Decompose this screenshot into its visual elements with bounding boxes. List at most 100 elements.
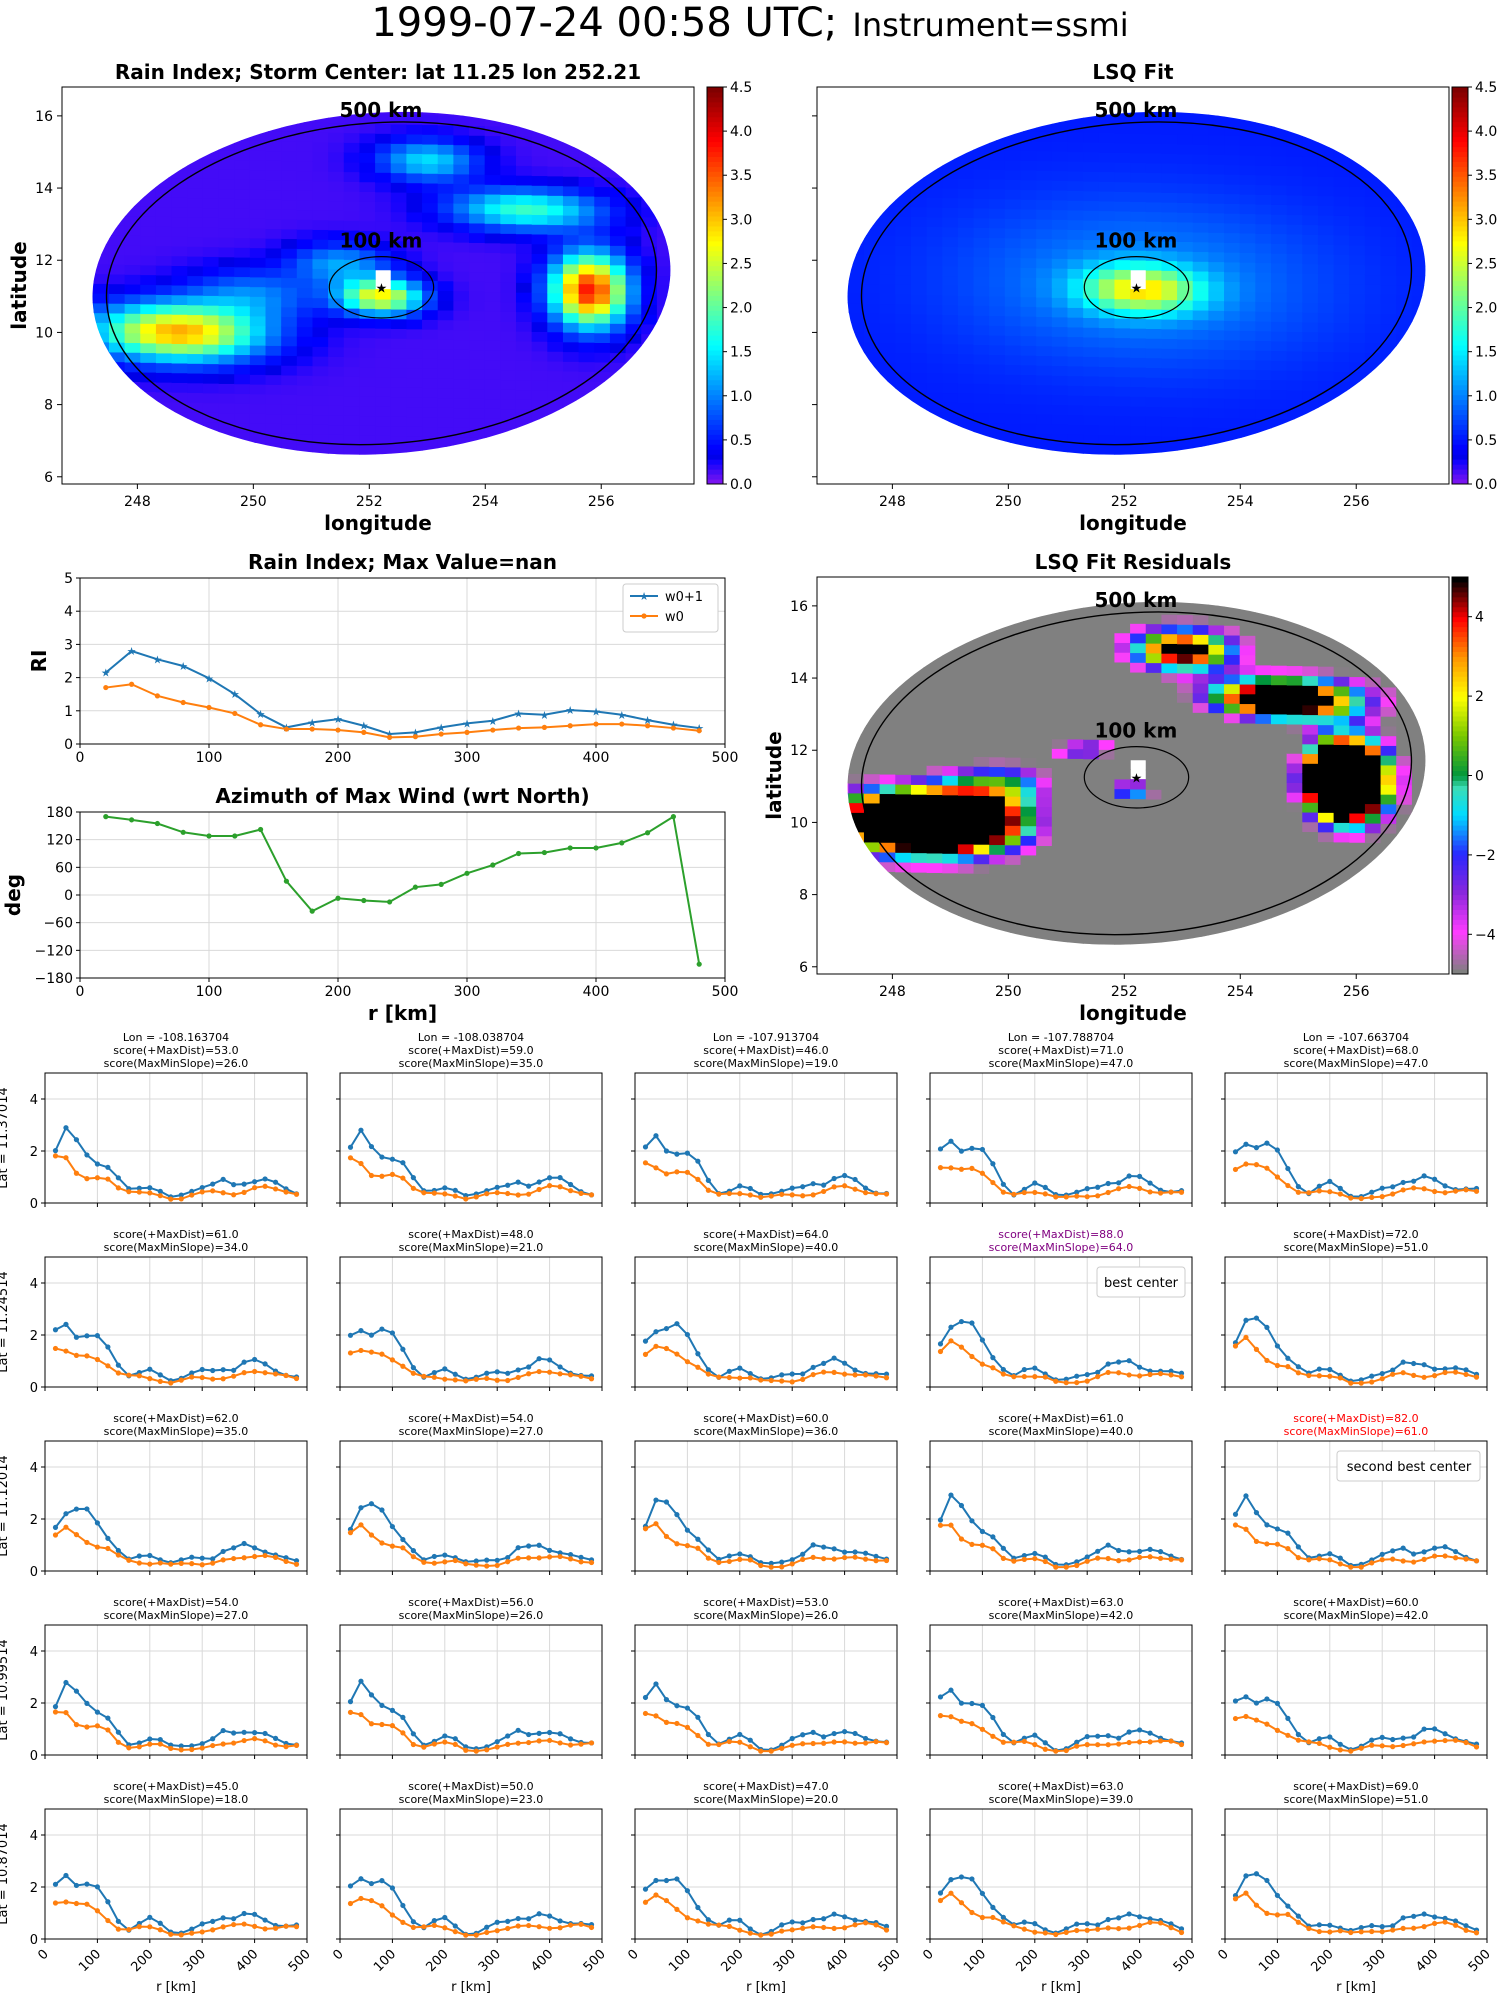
data-point [1274,1541,1280,1547]
x-tick-label: 100 [666,1947,694,1975]
x-tick-label: 400 [823,1947,851,1975]
data-point [1442,1737,1448,1744]
data-point [1432,1373,1438,1379]
data-point [94,1544,100,1550]
data-point [789,1919,795,1925]
data-point [412,734,418,740]
data-point [442,1185,448,1191]
data-point [431,1560,437,1566]
data-point [852,1186,858,1192]
x-tick-label: 256 [588,494,615,510]
data-point [1400,1187,1406,1193]
data-point [410,1554,416,1560]
data-point [1253,1315,1260,1321]
data-point [241,1555,247,1561]
colorbar-tick-label: 4.0 [730,124,752,140]
score-maxdist: score(+MaxDist)=64.0 [703,1228,828,1241]
data-point [463,1932,469,1938]
data-point [737,1927,743,1933]
data-point [103,684,109,691]
data-point [1316,1366,1322,1372]
data-point [258,826,264,833]
data-point [272,1735,279,1741]
data-point [593,721,599,727]
data-point [73,1506,80,1512]
data-point [1264,1541,1270,1547]
data-point [779,1745,785,1751]
data-point [442,1191,448,1197]
x-axis-label: r [km] [746,1980,786,1995]
data-point [136,1373,142,1379]
x-tick-label: 500 [581,1947,609,1975]
data-point [52,1327,59,1333]
data-point [1178,1741,1185,1748]
data-point [990,1179,996,1186]
series-w0p1 [937,1318,1185,1383]
data-point [1116,1915,1122,1921]
x-tick-label: 300 [1066,1947,1094,1975]
data-point [52,1153,59,1159]
data-point [653,1133,659,1139]
data-point [1452,1369,1459,1375]
data-point [1021,1919,1027,1925]
axes-frame [1224,1624,1488,1756]
row-label: Lat = 11.12014 [0,1455,11,1557]
x-tick-label: 256 [1343,494,1370,510]
data-point [862,1920,869,1926]
series-line [54,1525,297,1566]
data-point [515,1179,521,1185]
colorbar-tick-label: 3.0 [1475,212,1497,228]
data-point [379,1540,385,1546]
data-point [473,1562,479,1568]
axes-frame [816,576,1450,975]
data-point [800,1732,806,1738]
data-point [547,1925,553,1931]
data-point [1452,1922,1459,1928]
y-tick-label: 8 [799,888,808,904]
x-tick-label: 300 [771,1947,799,1975]
data-point [810,1740,816,1747]
data-point [168,1931,174,1937]
x-tick-label: 0 [330,1947,346,1963]
score-maxminslope: score(MaxMinSlope)=35.0 [399,1057,544,1070]
data-point [1452,1737,1459,1743]
data-point [94,1908,100,1914]
data-point [1411,1925,1417,1931]
data-point [1042,1746,1048,1752]
x-tick-label: 254 [1227,984,1254,1000]
data-point [1264,1696,1270,1702]
data-point [1074,1562,1080,1569]
data-point [442,1376,448,1382]
data-point [1232,1522,1239,1528]
series-line [939,1891,1182,1936]
x-tick-label: 500 [1171,1947,1199,1975]
data-point [642,1694,649,1701]
data-point [1421,1362,1427,1368]
data-point [852,1917,858,1923]
data-point: ★ [230,688,240,701]
azimuth-plot: 0 100 200 300 400 500 180 120 60 0 −60 −120 −180 Azim… [1,784,738,1025]
y-tick-label: 4 [30,1645,38,1660]
data-point [516,725,522,731]
data-point [105,1164,111,1170]
data-point [490,862,496,868]
data-point: ★ [101,667,111,680]
data-point [1253,1871,1260,1877]
data-point [852,1730,858,1737]
axes-frame [44,1440,308,1572]
data-point [1095,1548,1101,1554]
data-point [484,1370,490,1376]
data-point [231,1192,237,1198]
series-line [105,649,700,736]
data-point [94,1723,100,1729]
x-tick-label: 254 [472,494,499,510]
data-point [726,1190,732,1197]
y-axis-label: latitude [7,241,31,329]
data-point [505,1554,511,1561]
data-point [1126,1729,1132,1735]
score-maxdist: score(+MaxDist)=46.0 [703,1044,828,1057]
data-point [52,1704,59,1710]
suptitle-sub: Instrument=ssmi [852,6,1128,44]
data-point [758,1932,764,1938]
series-line [644,1893,887,1937]
